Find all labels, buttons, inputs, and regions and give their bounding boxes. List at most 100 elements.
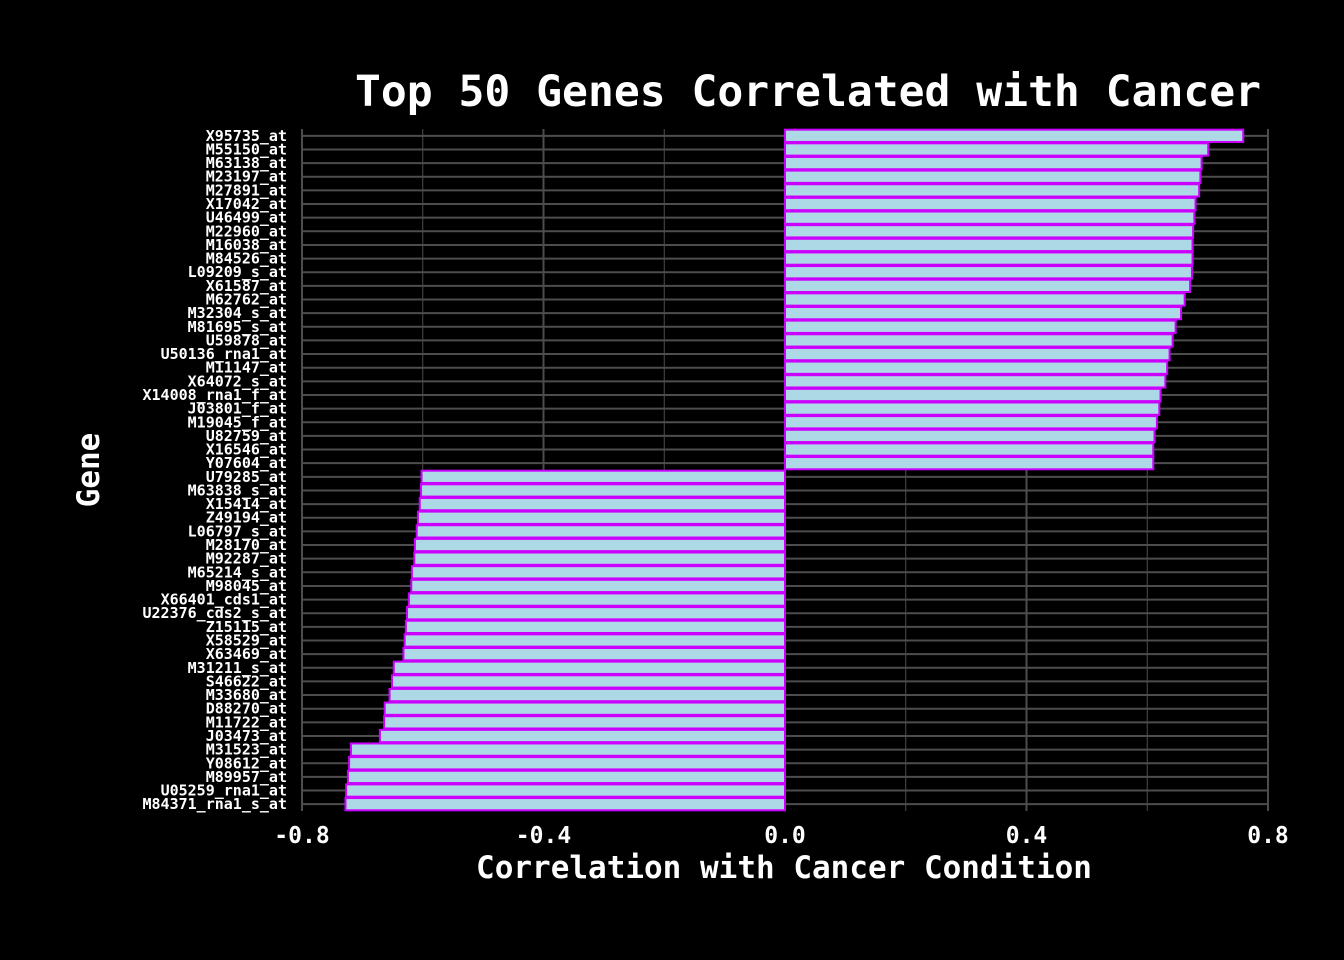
y-tick-label: X15414_at xyxy=(206,495,287,513)
bar-y07604-at xyxy=(784,456,1155,471)
x-tick-label: -0.8 xyxy=(274,823,329,849)
y-tick-label: Z15115_at xyxy=(206,618,287,636)
bar-m19045-f-at xyxy=(784,415,1158,430)
y-tick-label: M27891_at xyxy=(206,181,287,199)
bar-m65214-s-at xyxy=(410,565,786,580)
y-tick-label: M16038_at xyxy=(206,236,287,254)
y-tick-label: M31211_s_at xyxy=(188,659,287,677)
bar-m63838-s-at xyxy=(419,483,786,498)
y-tick-label: L09209_s_at xyxy=(188,263,287,281)
bar-m92287-at xyxy=(413,551,786,566)
x-tick-label: -0.4 xyxy=(516,823,571,849)
x-tick-label: 0.8 xyxy=(1247,823,1289,849)
y-tick-label: M32304_s_at xyxy=(188,304,287,322)
y-tick-label: S46622_at xyxy=(206,672,287,690)
bar-m63138-at xyxy=(784,155,1203,171)
bar-m31211-s-at xyxy=(392,660,786,675)
bar-m11722-at xyxy=(383,715,786,730)
bar-x66401-cds1-at xyxy=(407,592,786,607)
y-tick-label: U46499_at xyxy=(206,209,287,227)
bar-z49194-at xyxy=(416,510,786,525)
bar-u46499-at xyxy=(784,210,1196,225)
y-tick-label: M22960_at xyxy=(206,222,287,240)
y-tick-label: M98045_at xyxy=(206,577,287,595)
y-axis-title: Gene xyxy=(71,433,107,508)
bar-m11147-at xyxy=(784,360,1169,375)
bar-u82759-at xyxy=(784,428,1156,444)
bar-x61587-at xyxy=(784,278,1192,293)
bar-j03473-at xyxy=(378,728,786,744)
bar-u05259-rna1-at xyxy=(345,783,786,798)
bar-x17042-at xyxy=(784,196,1197,212)
bar-m28170-at xyxy=(413,537,786,553)
bar-l06797-s-at xyxy=(415,524,786,539)
bar-m32304-s-at xyxy=(784,306,1183,321)
y-tick-label: X95735_at xyxy=(206,127,287,145)
bar-m98045-at xyxy=(410,578,786,594)
y-tick-label: U79285_at xyxy=(206,468,287,486)
bar-m22960-at xyxy=(784,224,1195,239)
y-tick-label: Y08612_at xyxy=(206,754,287,772)
y-tick-label: X64072_s_at xyxy=(188,372,287,390)
bar-y08612-at xyxy=(348,756,786,771)
bar-l09209-s-at xyxy=(784,265,1193,280)
y-tick-label: Y07604_at xyxy=(206,454,287,472)
y-tick-label: J03473_at xyxy=(206,727,287,745)
y-tick-label: X61587_at xyxy=(206,277,287,295)
y-tick-label: M84526_at xyxy=(206,250,287,268)
y-tick-label: X63469_at xyxy=(206,645,287,663)
bar-x95735-at xyxy=(784,128,1245,143)
bar-m55150-at xyxy=(784,142,1210,157)
bar-x16546-at xyxy=(784,442,1155,457)
y-tick-label: M84371_rna1_s_at xyxy=(143,795,288,813)
bar-z15115-at xyxy=(404,619,786,634)
bar-x64072-s-at xyxy=(784,374,1167,389)
y-tick-label: M81695_s_at xyxy=(188,318,287,336)
y-tick-label: U82759_at xyxy=(206,427,287,445)
y-tick-label: M11722_at xyxy=(206,713,287,731)
bars-layer xyxy=(344,128,1245,812)
bar-m23197-at xyxy=(784,169,1202,184)
bar-m84371-rna1-s-at xyxy=(344,797,786,812)
y-tick-label: X14008_rna1_f_at xyxy=(143,386,288,404)
y-tick-label: M33680_at xyxy=(206,686,287,704)
bar-s46622-at xyxy=(390,674,786,689)
bar-m16038-at xyxy=(784,237,1194,253)
x-tick-labels: -0.8 -0.4 0.0 0.4 0.8 xyxy=(274,823,1288,849)
y-tick-label: M92287_at xyxy=(206,550,287,568)
y-tick-label: M62762_at xyxy=(206,291,287,309)
y-tick-label: X66401_cds1_at xyxy=(161,591,287,609)
y-tick-label: X16546_at xyxy=(206,441,287,459)
bar-m62762-at xyxy=(784,292,1186,307)
bar-m27891-at xyxy=(784,183,1201,198)
y-tick-label: Z49194_at xyxy=(206,509,287,527)
y-tick-label: M63138_at xyxy=(206,154,287,172)
y-tick-label: U05259_rna1_at xyxy=(161,782,287,800)
bar-m31523-at xyxy=(349,742,786,757)
bar-x15414-at xyxy=(418,496,786,512)
bar-u59878-at xyxy=(784,333,1174,348)
y-tick-label: M31523_at xyxy=(206,741,287,759)
bar-m33680-at xyxy=(388,687,786,703)
y-tick-label: U59878_at xyxy=(206,331,287,349)
bar-m81695-s-at xyxy=(784,319,1177,334)
bar-j03801-f-at xyxy=(784,401,1161,416)
x-tick-label: 0.4 xyxy=(1006,823,1048,849)
y-tick-label: L06797_s_at xyxy=(188,522,287,540)
y-tick-label: M11147_at xyxy=(206,359,287,377)
bar-d88270-at xyxy=(383,701,786,716)
y-tick-label: M55150_at xyxy=(206,140,287,158)
bar-u50136-rna1-at xyxy=(784,346,1171,362)
x-axis-title: Correlation with Cancer Condition xyxy=(476,850,1092,886)
y-tick-label: M65214_s_at xyxy=(188,563,287,581)
y-tick-labels: X95735_atM55150_atM63138_atM23197_atM278… xyxy=(143,127,288,813)
y-tick-label: M63838_s_at xyxy=(188,481,287,499)
bar-x14008-rna1-f-at xyxy=(784,387,1162,403)
y-tick-label: M89957_at xyxy=(206,768,287,786)
y-tick-label: M23197_at xyxy=(206,168,287,186)
y-tick-label: X58529_at xyxy=(206,632,287,650)
bar-u79285-at xyxy=(420,469,786,484)
bar-m89957-at xyxy=(346,769,786,785)
